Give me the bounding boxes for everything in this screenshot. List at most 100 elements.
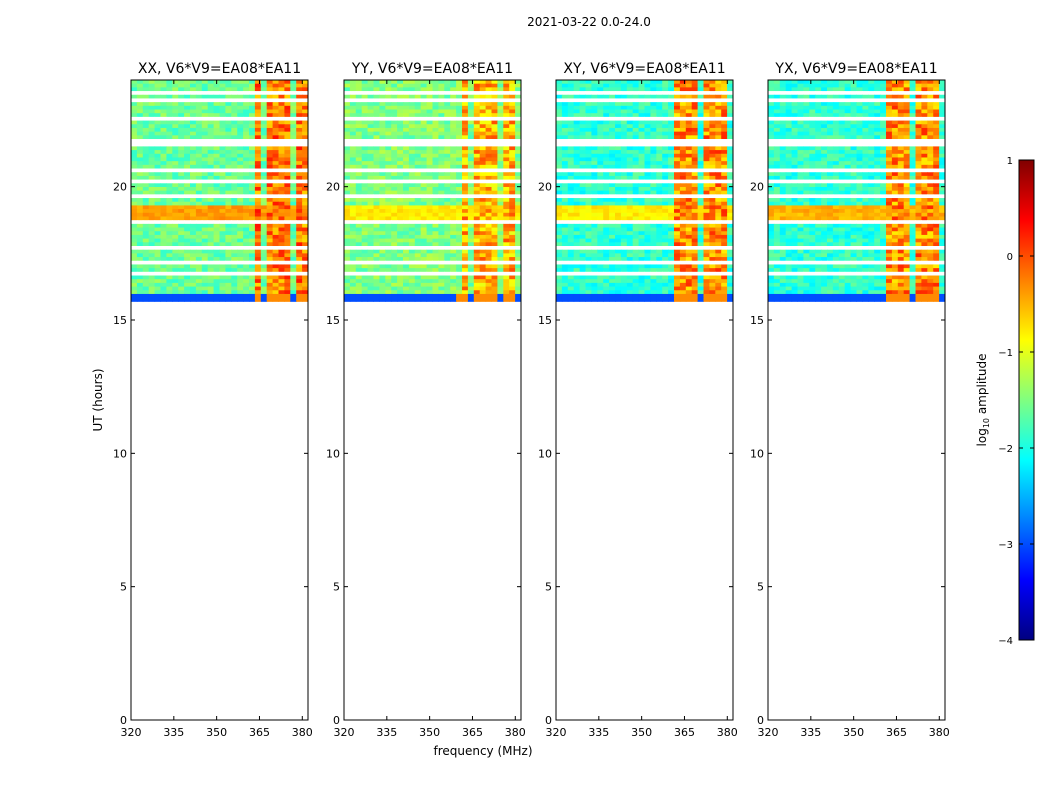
heatmap-cell	[361, 290, 369, 295]
heatmap-cell	[355, 102, 363, 107]
heatmap-cell	[685, 190, 693, 195]
heatmap-cell	[148, 127, 156, 133]
heatmap-cell	[668, 109, 675, 114]
heatmap-cell	[462, 246, 469, 251]
heatmap-cell	[591, 87, 598, 92]
heatmap-cell	[266, 172, 274, 177]
heatmap-cell	[721, 168, 728, 173]
heatmap-cell	[344, 94, 351, 99]
heatmap-cell	[462, 150, 469, 155]
heatmap-cell	[414, 271, 422, 277]
heatmap-cell	[213, 223, 220, 229]
heatmap-cell	[302, 201, 309, 206]
heatmap-cell	[397, 139, 404, 144]
heatmap-cell	[142, 109, 150, 114]
heatmap-cell	[450, 249, 457, 254]
heatmap-cell	[573, 80, 581, 85]
heatmap-cell	[391, 212, 398, 217]
heatmap-cell	[391, 120, 398, 125]
heatmap-cell	[367, 172, 374, 177]
heatmap-cell	[561, 209, 569, 214]
heatmap-cell	[373, 253, 380, 258]
heatmap-cell	[344, 80, 351, 85]
heatmap-cell	[379, 179, 386, 184]
heatmap-cell	[703, 212, 710, 217]
heatmap-cell	[195, 150, 203, 155]
heatmap-cell	[420, 91, 428, 96]
heatmap-cell	[444, 98, 451, 103]
heatmap-cell	[609, 212, 616, 217]
heatmap-cell	[254, 183, 262, 188]
heatmap-cell	[142, 286, 150, 291]
heatmap-cell	[626, 83, 634, 88]
heatmap-cell	[603, 87, 610, 92]
heatmap-cell	[721, 139, 728, 144]
heatmap-cell	[408, 102, 416, 107]
heatmap-cell	[561, 164, 569, 170]
heatmap-cell	[656, 150, 663, 155]
heatmap-cell	[184, 190, 191, 195]
heatmap-cell	[278, 282, 285, 288]
heatmap-cell	[195, 260, 203, 265]
heatmap-cell	[219, 172, 226, 177]
heatmap-cell	[355, 216, 363, 221]
heatmap-cell	[219, 268, 226, 273]
heatmap-cell	[302, 164, 309, 170]
heatmap-cell	[355, 94, 363, 99]
heatmap-cell	[414, 220, 422, 225]
heatmap-cell	[515, 164, 522, 170]
heatmap-cell	[479, 282, 487, 288]
heatmap-cell	[603, 83, 610, 88]
heatmap-cell	[385, 264, 392, 269]
heatmap-cell	[444, 242, 451, 247]
heatmap-cell	[302, 98, 309, 103]
heatmap-cell	[344, 264, 351, 269]
heatmap-cell	[644, 194, 651, 199]
heatmap-cell	[462, 153, 469, 158]
heatmap-cell	[142, 246, 150, 251]
heatmap-cell	[567, 175, 575, 181]
heatmap-cell	[201, 220, 209, 225]
heatmap-cell	[674, 231, 681, 236]
heatmap-cell	[213, 124, 220, 129]
heatmap-cell	[249, 146, 256, 151]
heatmap-cell	[184, 127, 191, 133]
heatmap-cell	[302, 113, 309, 118]
heatmap-cell	[727, 194, 734, 199]
heatmap-cell	[373, 257, 380, 262]
heatmap-cell	[231, 116, 238, 122]
heatmap-cell	[414, 116, 422, 122]
heatmap-cell	[213, 286, 220, 291]
heatmap-cell	[284, 227, 291, 232]
heatmap-cell	[603, 172, 610, 177]
heatmap-cell	[195, 282, 203, 288]
heatmap-cell	[260, 216, 268, 221]
heatmap-cell	[184, 209, 191, 214]
heatmap-cell	[172, 257, 179, 262]
heatmap-cell	[385, 98, 392, 103]
heatmap-cell	[426, 209, 433, 214]
heatmap-cell	[136, 172, 144, 177]
heatmap-cell	[361, 253, 369, 258]
heatmap-cell	[503, 190, 510, 195]
heatmap-cell	[503, 275, 510, 280]
heatmap-cell	[284, 157, 291, 162]
heatmap-cell	[679, 139, 687, 144]
heatmap-cell	[591, 113, 598, 118]
heatmap-cell	[662, 105, 669, 111]
heatmap-cell	[355, 164, 363, 170]
heatmap-cell	[266, 271, 274, 277]
heatmap-cell	[219, 83, 226, 88]
heatmap-cell	[385, 113, 392, 118]
heatmap-cell	[266, 135, 274, 140]
heatmap-cell	[302, 105, 309, 111]
heatmap-cell	[142, 186, 150, 192]
heatmap-cell	[497, 139, 504, 144]
heatmap-cell	[450, 257, 457, 262]
heatmap-cell	[272, 275, 279, 280]
heatmap-cell	[225, 227, 232, 232]
heatmap-cell	[231, 212, 238, 217]
heatmap-cell	[178, 242, 185, 247]
heatmap-cell	[444, 190, 451, 195]
heatmap-cell	[679, 142, 687, 147]
